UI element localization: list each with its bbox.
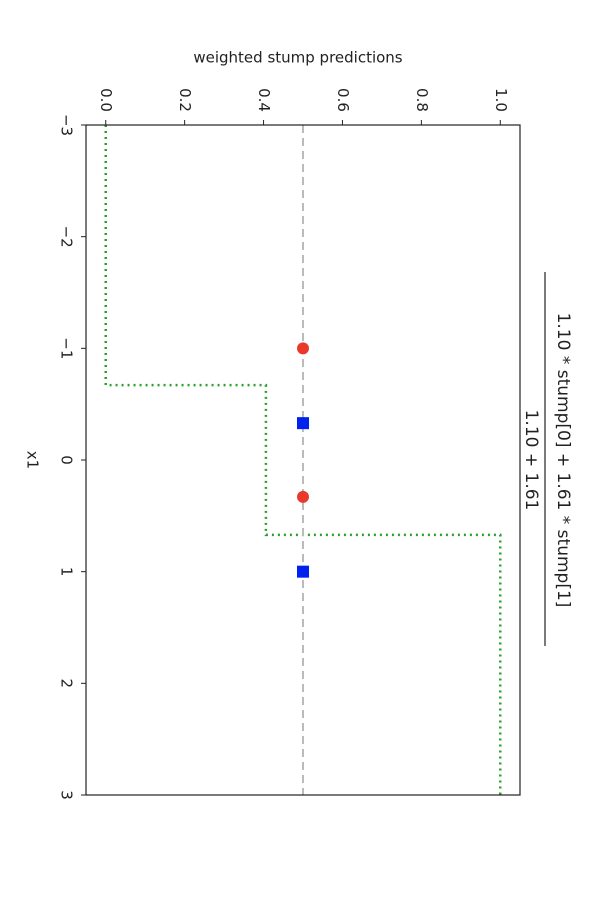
- y-tick-label: 0.8: [413, 88, 431, 112]
- y-tick-label: 1.0: [492, 88, 510, 112]
- x-tick-label: 2: [58, 679, 76, 689]
- y-tick-label: 0.4: [255, 88, 273, 112]
- x-tick-label: 0: [58, 455, 76, 465]
- y-tick-label: 0.2: [176, 88, 194, 112]
- x-tick-label: 3: [58, 790, 76, 800]
- plot-frame: [85, 124, 521, 796]
- x-axis-label: x1: [24, 451, 42, 469]
- x-tick-label: −2: [58, 226, 76, 248]
- y-tick-label: 0.0: [97, 88, 115, 112]
- point: [297, 417, 309, 430]
- y-tick-label: 0.6: [334, 88, 352, 112]
- title-denominator: 1.10 + 1.61: [521, 410, 541, 511]
- point: [297, 490, 309, 503]
- x-tick-label: −3: [58, 114, 76, 136]
- x-tick-label: −1: [58, 337, 76, 359]
- point: [297, 342, 309, 355]
- point: [297, 565, 309, 578]
- x-tick-label: 1: [58, 567, 76, 577]
- y-axis-label: weighted stump predictions: [193, 49, 402, 67]
- dotted-line: [104, 125, 502, 795]
- title-numerator: 1.10 * stump[0] + 1.61 * stump[1]: [553, 313, 573, 608]
